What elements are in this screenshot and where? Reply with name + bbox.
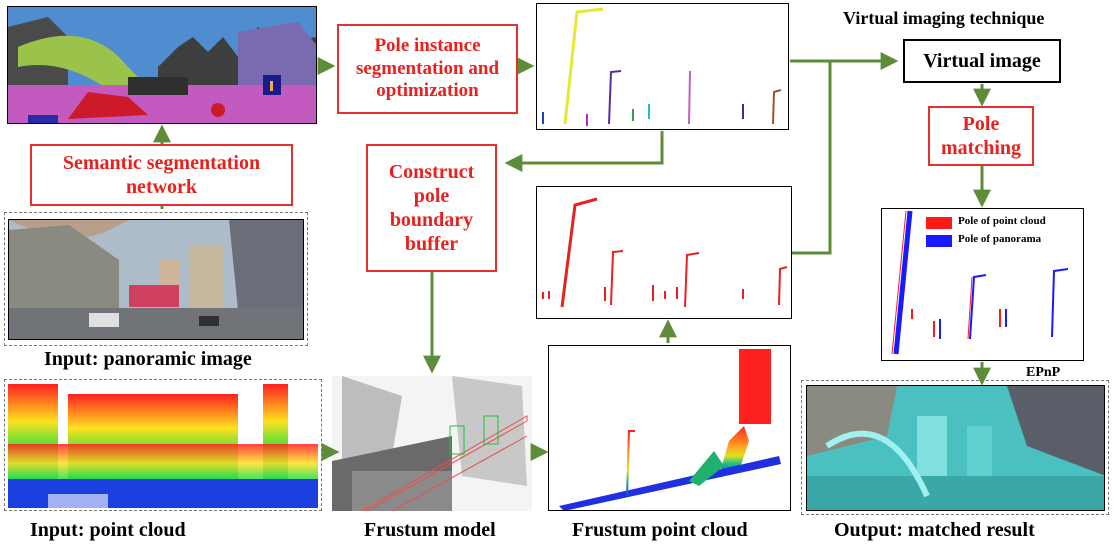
caption-point-cloud: Input: point cloud — [30, 519, 186, 541]
caption-frustum-model: Frustum model — [364, 519, 496, 541]
segmentation-image — [7, 6, 317, 124]
pole-instance-image — [536, 3, 789, 130]
pole-matching-box: Pole matching — [928, 106, 1034, 166]
pole-instance-box: Pole instance segmentation and optimizat… — [337, 24, 518, 114]
frustum-point-cloud-image — [548, 345, 791, 511]
panoramic-frame — [4, 212, 308, 346]
caption-frustum-cloud: Frustum point cloud — [572, 519, 748, 541]
virtual-technique-label: Virtual imaging technique — [843, 8, 1045, 28]
semantic-network-box: Semantic segmentation network — [30, 144, 293, 206]
virtual-image-box: Virtual image — [903, 39, 1061, 83]
matching-image: Pole of point cloud Pole of panorama — [881, 208, 1084, 361]
caption-output: Output: matched result — [834, 519, 1035, 541]
legend-pano-swatch — [926, 235, 952, 247]
construct-buffer-box: Construct pole boundary buffer — [366, 144, 497, 272]
legend-pc-swatch — [926, 217, 952, 229]
legend-pc-label: Pole of point cloud — [958, 215, 1046, 227]
epnp-label: EPnP — [1026, 365, 1061, 380]
point-cloud-image — [8, 384, 318, 508]
output-image — [806, 385, 1105, 511]
legend-pano-label: Pole of panorama — [958, 233, 1042, 245]
panoramic-image — [8, 219, 304, 340]
output-frame — [801, 380, 1109, 515]
caption-panoramic: Input: panoramic image — [44, 348, 252, 370]
frustum-model-image — [332, 376, 532, 511]
virtual-pole-image — [536, 186, 792, 319]
point-cloud-frame — [4, 379, 322, 511]
